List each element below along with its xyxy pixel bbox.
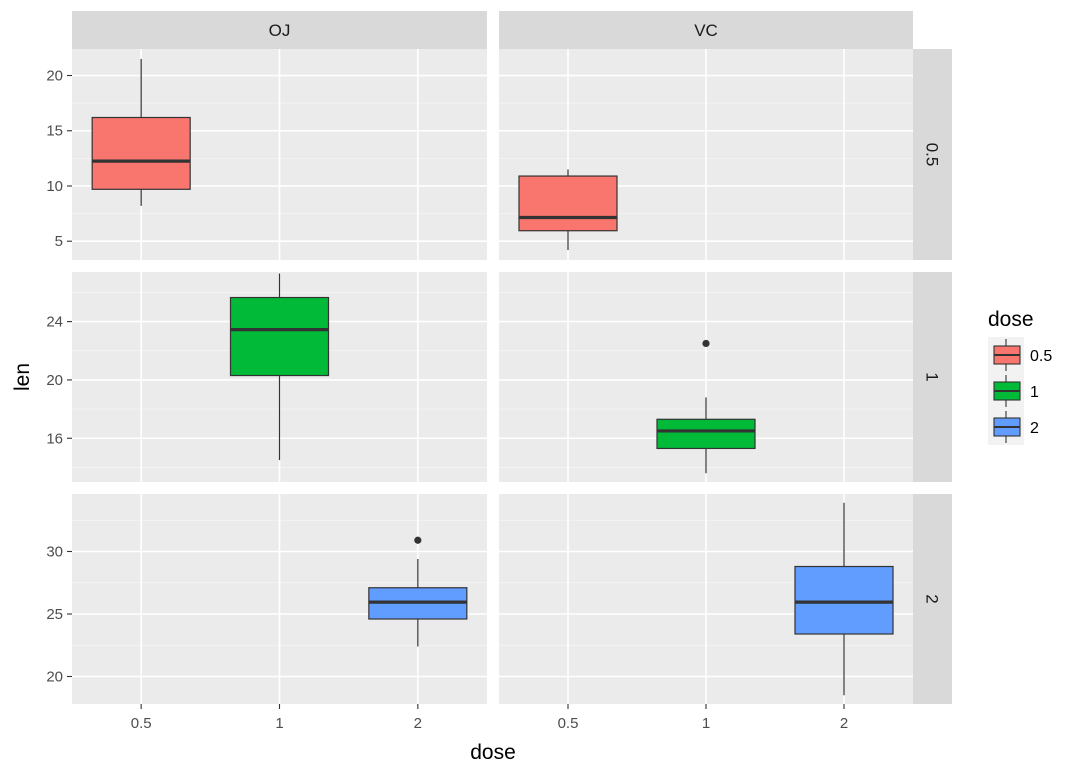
x-tick-label: 0.5 [131,715,152,732]
strip-background [913,494,952,704]
boxplot-VC-2 [794,502,894,696]
legend-title: dose [988,308,1034,331]
y-axis-row-1: 16 20 24 [46,314,72,447]
y-tick-label: 25 [46,606,63,623]
strip-VC: VC [499,11,913,49]
strip-dose-0.5: 0.5 [913,49,952,260]
y-tick-label: 20 [46,68,63,85]
x-axis-VC: 0.5 1 2 [558,704,848,732]
legend-label: 2 [1030,420,1039,437]
strip-background [499,11,913,49]
outlier-point [702,339,710,348]
y-tick-label: 30 [46,544,63,561]
legend: dose 0.5 1 2 [988,308,1052,445]
x-axes: 0.5 1 2 0.5 1 2 [131,704,848,732]
y-tick-label: 15 [46,123,63,140]
strip-label: OJ [269,21,291,40]
box [91,116,191,190]
y-axis-row-0.5: 5 10 15 20 [46,68,72,250]
legend-key-0.5: 0.5 [988,337,1052,373]
strip-background [913,49,952,260]
y-tick-label: 20 [46,669,63,686]
y-tick-label: 20 [46,372,63,389]
strip-OJ: OJ [72,11,487,49]
y-tick-label: 10 [46,178,63,195]
boxplot-OJ-2 [368,536,468,647]
box [229,296,330,377]
legend-label: 0.5 [1030,348,1052,365]
y-tick-label: 16 [46,430,63,447]
legend-key-2: 2 [988,409,1039,445]
strip-label: VC [694,21,718,40]
outlier-point [414,536,422,544]
y-axis-row-2: 20 25 30 [46,544,72,686]
legend-label: 1 [1030,384,1039,401]
strip-background [72,11,487,49]
y-tick-label: 5 [55,233,63,250]
strip-dose-2: 2 [913,494,952,704]
box [518,175,618,232]
x-tick-label: 2 [414,715,422,732]
y-axes: 5 10 15 20 16 20 24 20 25 30 [46,68,72,686]
x-tick-label: 1 [702,715,710,732]
strip-label: 2 [923,594,942,603]
x-tick-label: 1 [275,715,283,732]
panels [72,49,913,704]
boxplot-VC-1 [656,339,756,474]
boxplot-OJ-1 [229,273,330,461]
facet-strips: OJ VC 0.5 1 2 [72,11,952,704]
boxplot-VC-0.5 [518,169,618,251]
strip-dose-1: 1 [913,272,952,482]
y-tick-label: 24 [46,314,63,331]
box [794,565,894,635]
box [656,418,756,450]
y-axis-title: len [11,363,34,391]
x-axis-title: dose [470,741,516,764]
x-tick-label: 2 [840,715,848,732]
strip-background [913,272,952,482]
strip-label: 1 [923,372,942,381]
x-tick-label: 0.5 [558,715,579,732]
x-axis-OJ: 0.5 1 2 [131,704,422,732]
boxplot-OJ-0.5 [91,58,191,206]
strip-label: 0.5 [923,143,942,167]
legend-key-1: 1 [988,373,1039,409]
